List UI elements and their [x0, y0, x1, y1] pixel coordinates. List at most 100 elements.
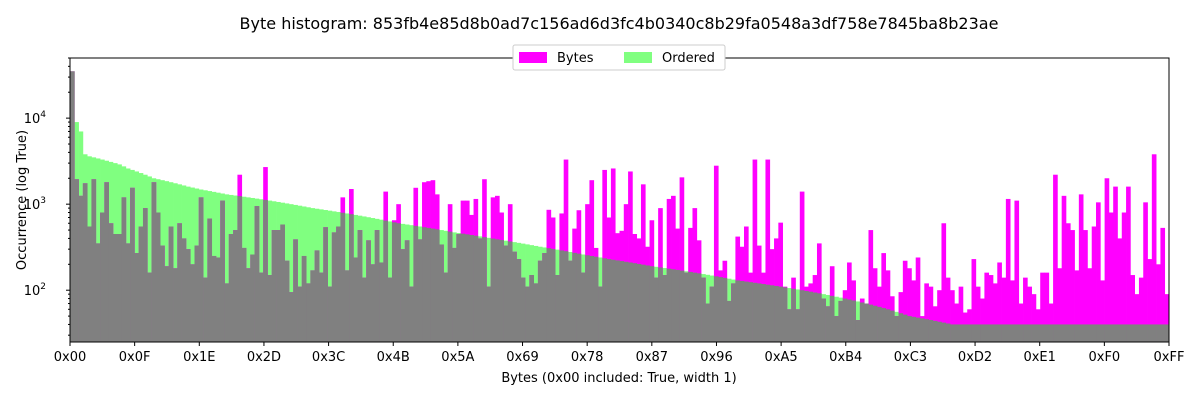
ordered-bar [306, 207, 311, 342]
overlap-bar [572, 252, 577, 342]
overlap-bar [1061, 324, 1067, 342]
overlap-bar [1044, 324, 1050, 342]
overlap-bar [1053, 324, 1058, 342]
x-tick-label: 0xA5 [765, 350, 798, 365]
overlap-bar [825, 306, 831, 342]
overlap-bar [602, 258, 607, 342]
overlap-bar [336, 226, 341, 342]
overlap-bar [683, 272, 689, 342]
bytes-bar [640, 184, 646, 342]
overlap-bar [636, 263, 642, 342]
bytes-bar [971, 259, 977, 342]
overlap-bar [168, 226, 174, 342]
overlap-bar [207, 218, 213, 342]
overlap-bar [250, 254, 255, 342]
overlap-bar [473, 235, 479, 342]
overlap-bar [314, 250, 320, 342]
overlap-bar [713, 276, 719, 342]
overlap-bar [988, 324, 994, 342]
overlap-bar [692, 272, 698, 342]
overlap-bar [443, 272, 449, 342]
overlap-bar [460, 233, 466, 342]
bytes-bar [1018, 303, 1024, 342]
overlap-bar [400, 249, 406, 342]
bytes-bar [1001, 277, 1007, 342]
overlap-bar [439, 244, 444, 342]
overlap-bar [78, 195, 84, 342]
overlap-bar [816, 293, 822, 342]
bytes-bar [1005, 198, 1011, 342]
overlap-bar [1001, 324, 1007, 342]
overlap-bar [769, 285, 775, 342]
bytes-bar [1014, 200, 1020, 342]
overlap-bar [258, 272, 264, 342]
overlap-bar [1031, 324, 1037, 342]
overlap-bar [1005, 324, 1011, 342]
overlap-bar [173, 268, 178, 342]
overlap-bar [409, 286, 414, 342]
bytes-bar [980, 298, 985, 342]
legend-box [512, 44, 726, 71]
overlap-bar [1018, 324, 1024, 342]
overlap-bar [975, 324, 981, 342]
ordered-bar [147, 176, 152, 342]
overlap-bar [640, 264, 646, 342]
overlap-bar [529, 275, 534, 342]
overlap-bar [576, 253, 582, 342]
overlap-bar [778, 286, 783, 342]
overlap-bar [902, 314, 908, 342]
bytes-bar [610, 168, 616, 342]
overlap-bar [211, 255, 217, 342]
overlap-bar [688, 271, 693, 342]
overlap-bar [215, 257, 221, 342]
ordered-bar [288, 204, 294, 342]
overlap-bar [370, 264, 376, 342]
overlap-bar [155, 212, 161, 342]
bytes-bar [881, 253, 887, 342]
x-tick-label: 0xD2 [958, 350, 992, 365]
bytes-bar [752, 159, 758, 342]
ordered-bar [164, 181, 170, 342]
bytes-bar [988, 275, 994, 342]
overlap-bar [1010, 324, 1015, 342]
overlap-bar [349, 214, 354, 342]
overlap-bar [1143, 324, 1148, 342]
overlap-bar [705, 303, 710, 342]
overlap-bar [203, 277, 208, 342]
overlap-bar [91, 179, 97, 342]
overlap-bar [911, 316, 917, 342]
overlap-bar [495, 239, 500, 342]
y-tick-label: 102 [24, 282, 46, 299]
x-tick-label: 0x3C [312, 350, 345, 365]
overlap-bar [898, 313, 904, 342]
overlap-bar [413, 225, 419, 342]
overlap-bar [361, 277, 367, 342]
bytes-bar [1048, 303, 1054, 342]
overlap-bar [744, 281, 749, 342]
bytes-bar [915, 257, 921, 342]
bytes-bar [1010, 280, 1015, 342]
overlap-bar [147, 272, 152, 342]
overlap-bar [1156, 324, 1161, 342]
bytes-bar [1070, 230, 1075, 342]
x-tick-label: 0x2D [247, 350, 281, 365]
overlap-bar [589, 255, 595, 342]
overlap-bar [430, 228, 436, 342]
overlap-bar [490, 238, 496, 342]
overlap-bar [752, 282, 758, 342]
overlap-bar [619, 261, 625, 342]
overlap-bar [838, 300, 844, 342]
overlap-bar [598, 286, 603, 342]
overlap-bar [1113, 324, 1118, 342]
overlap-bar [1083, 324, 1088, 342]
overlap-bar [920, 318, 925, 342]
y-axis-label: Occurrence (log True) [15, 130, 30, 270]
legend-swatch-ordered [624, 52, 652, 63]
bytes-bar [1091, 226, 1097, 342]
overlap-bar [924, 319, 929, 342]
overlap-bar [610, 259, 616, 342]
bytes-bar [1078, 194, 1084, 342]
overlap-bar [112, 234, 118, 342]
overlap-bar [585, 255, 590, 342]
